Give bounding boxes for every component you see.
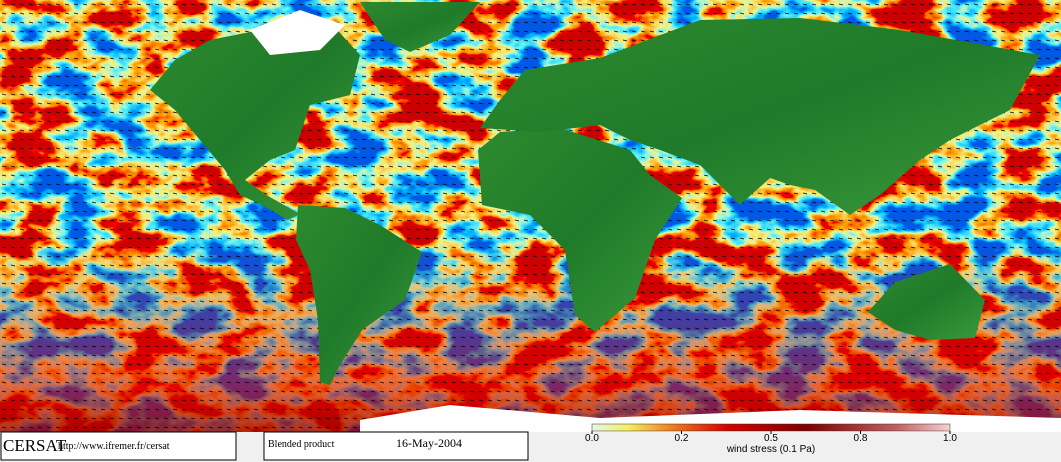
- logo: CERSAT: [3, 436, 67, 455]
- colorbar-tick-label: 0.0: [585, 433, 599, 444]
- colorbar-tick-label: 0.5: [764, 433, 778, 444]
- url: http://www.ifremer.fr/cersat: [58, 441, 170, 452]
- colorbar: [591, 423, 951, 432]
- colorbar-ticks: 0.0 0.2 0.5 0.8 1.0: [585, 431, 957, 444]
- north-america: [150, 22, 360, 220]
- australia: [868, 264, 985, 340]
- colorbar-tick-label: 0.8: [854, 433, 868, 444]
- continents: [150, 2, 1040, 385]
- date: 16-May-2004: [396, 436, 462, 450]
- product-box: [263, 431, 529, 461]
- product: Blended product: [268, 439, 335, 450]
- colorbar-label: wind stress (0.1 Pa): [726, 444, 815, 455]
- africa: [478, 128, 682, 332]
- arctic-islands: [250, 10, 345, 55]
- logo-box: [0, 431, 237, 461]
- south-america: [296, 205, 422, 385]
- eurasia: [480, 18, 1040, 215]
- colorbar-tick-label: 0.2: [675, 433, 689, 444]
- colorbar-tick-label: 1.0: [943, 433, 957, 444]
- greenland: [360, 2, 480, 52]
